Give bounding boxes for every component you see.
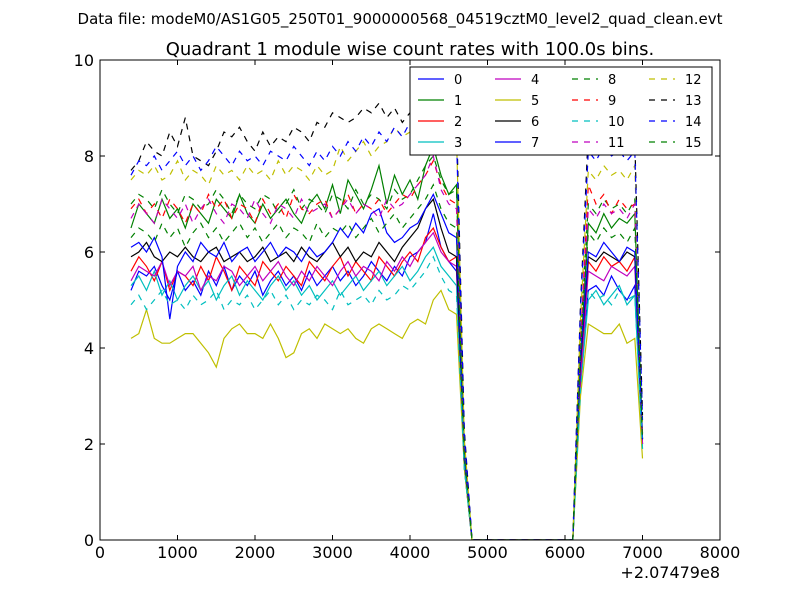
x-tick-label: 7000 bbox=[622, 543, 663, 562]
legend-label: 5 bbox=[531, 94, 539, 109]
series-line-1 bbox=[130, 144, 644, 540]
y-tick-label: 6 bbox=[84, 243, 94, 262]
series-layer bbox=[130, 78, 644, 540]
y-tick-label: 8 bbox=[84, 147, 94, 166]
legend-box bbox=[409, 66, 713, 156]
x-tick-label: 6000 bbox=[545, 543, 586, 562]
chart-suptitle: Data file: modeM0/AS1G05_250T01_90000005… bbox=[78, 10, 723, 29]
y-tick-label: 2 bbox=[84, 435, 94, 454]
x-tick-label: 8000 bbox=[700, 543, 741, 562]
legend-label: 11 bbox=[608, 136, 625, 151]
y-tick-label: 10 bbox=[74, 51, 94, 70]
x-tick-label: 4000 bbox=[390, 543, 431, 562]
series-line-10 bbox=[130, 255, 644, 540]
y-tick-label: 0 bbox=[84, 531, 94, 550]
series-line-15 bbox=[130, 183, 644, 540]
legend-label: 3 bbox=[454, 136, 462, 151]
legend-label: 8 bbox=[608, 73, 616, 88]
series-line-11 bbox=[130, 154, 644, 540]
legend-label: 14 bbox=[685, 115, 702, 130]
series-line-5 bbox=[130, 289, 644, 540]
legend-label: 4 bbox=[531, 73, 539, 88]
legend-label: 7 bbox=[531, 136, 539, 151]
legend-label: 1 bbox=[454, 94, 462, 109]
x-tick-label: 5000 bbox=[467, 543, 508, 562]
legend-label: 9 bbox=[608, 94, 616, 109]
series-line-14 bbox=[130, 92, 644, 540]
legend-label: 0 bbox=[454, 73, 462, 88]
x-offset-label: +2.07479e8 bbox=[620, 563, 720, 582]
x-tick-label: 3000 bbox=[312, 543, 353, 562]
legend-label: 15 bbox=[685, 136, 702, 151]
x-tick-label: 2000 bbox=[235, 543, 276, 562]
y-tick-label: 4 bbox=[84, 339, 94, 358]
series-line-0 bbox=[130, 213, 644, 540]
legend-label: 2 bbox=[454, 115, 462, 130]
legend-label: 13 bbox=[685, 94, 702, 109]
series-line-4 bbox=[130, 231, 644, 540]
series-line-6 bbox=[130, 197, 644, 540]
legend-label: 12 bbox=[685, 73, 702, 88]
series-line-8 bbox=[130, 154, 644, 540]
chart-title: Quadrant 1 module wise count rates with … bbox=[166, 39, 655, 60]
x-tick-label: 1000 bbox=[157, 543, 198, 562]
legend-label: 10 bbox=[608, 115, 625, 130]
x-tick-label: 0 bbox=[95, 543, 105, 562]
legend-label: 6 bbox=[531, 115, 539, 130]
series-line-3 bbox=[130, 246, 644, 540]
series-line-7 bbox=[130, 192, 644, 540]
